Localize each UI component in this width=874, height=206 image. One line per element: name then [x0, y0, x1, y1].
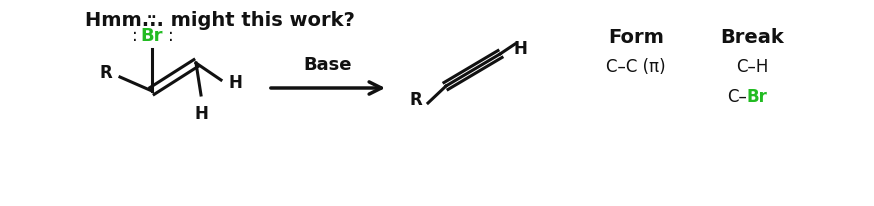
Text: H: H	[228, 74, 242, 92]
Text: Br: Br	[141, 27, 163, 45]
Text: Br: Br	[747, 88, 768, 106]
Text: Base: Base	[304, 56, 352, 74]
Text: :: :	[132, 27, 138, 45]
Text: Form: Form	[608, 28, 664, 47]
Text: C–: C–	[727, 88, 747, 106]
Text: H: H	[194, 105, 208, 123]
Text: C–C (π): C–C (π)	[607, 58, 666, 76]
Text: ··: ··	[147, 11, 157, 25]
Text: C–H: C–H	[736, 58, 768, 76]
Text: R: R	[409, 91, 422, 109]
Text: :: :	[168, 27, 174, 45]
Text: Hmm... might this work?: Hmm... might this work?	[85, 11, 355, 30]
Text: Break: Break	[720, 28, 784, 47]
Text: H: H	[513, 40, 527, 58]
Text: R: R	[100, 64, 112, 82]
